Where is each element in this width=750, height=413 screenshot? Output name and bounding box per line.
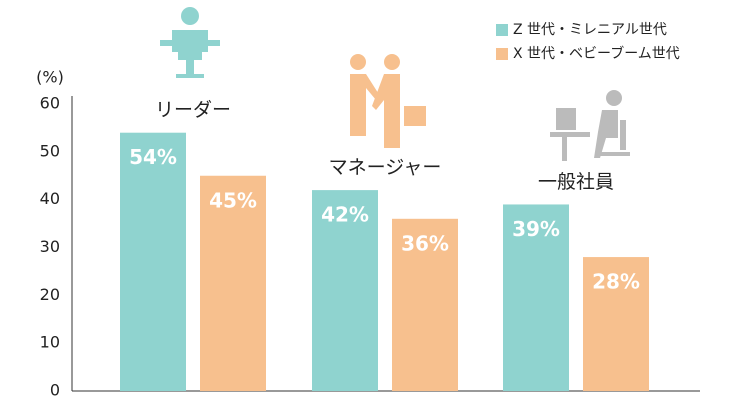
legend-swatch: [496, 48, 508, 60]
legend-swatch: [496, 24, 508, 36]
value-label: 42%: [321, 203, 369, 227]
icon-leader: [160, 7, 220, 78]
icon-manager: [350, 54, 426, 148]
value-label: 39%: [512, 217, 560, 241]
y-tick-label: 60: [40, 94, 60, 113]
bar: [200, 175, 266, 391]
category-label: マネージャー: [329, 157, 442, 179]
y-axis-label: (%): [36, 68, 64, 87]
bar: [583, 257, 649, 391]
category-label: リーダー: [155, 99, 231, 121]
bar: [392, 218, 458, 391]
bar: [120, 132, 186, 391]
legend-label: Z 世代・ミレニアル世代: [513, 22, 667, 38]
value-label: 28%: [592, 270, 640, 294]
bar: [312, 190, 378, 391]
value-label: 45%: [209, 188, 257, 212]
y-tick-label: 30: [40, 237, 60, 256]
y-tick-label: 20: [40, 285, 60, 304]
value-label: 54%: [129, 145, 177, 169]
icon-employee: [550, 90, 630, 161]
bar: [503, 204, 569, 391]
y-tick-label: 10: [40, 333, 60, 352]
y-tick-label: 0: [50, 381, 60, 400]
y-tick-label: 40: [40, 189, 60, 208]
category-label: 一般社員: [538, 171, 614, 193]
value-label: 36%: [401, 231, 449, 255]
legend-label: X 世代・ベビーブーム世代: [513, 45, 680, 62]
y-tick-label: 50: [40, 141, 60, 160]
